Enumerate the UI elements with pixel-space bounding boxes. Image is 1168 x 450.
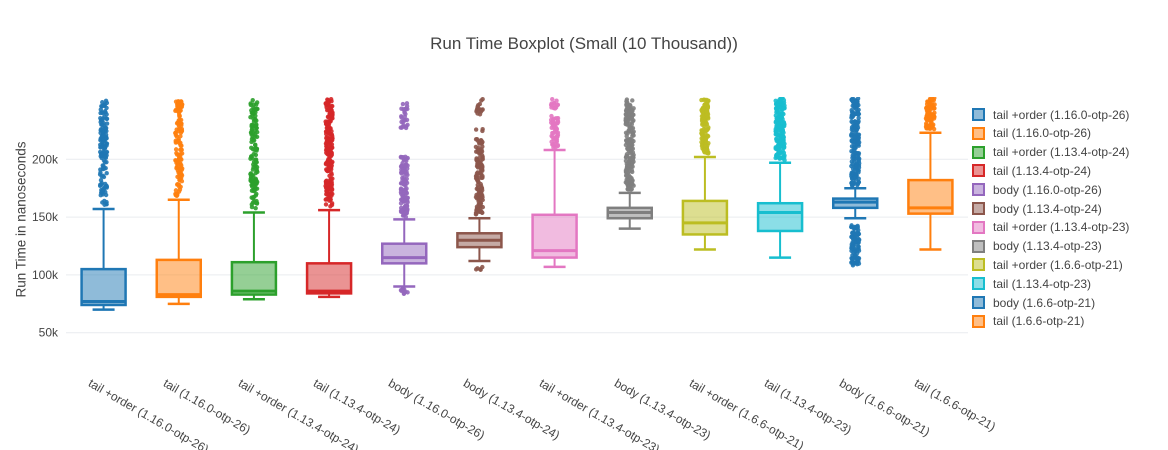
legend-swatch <box>972 296 985 309</box>
legend-swatch <box>972 277 985 291</box>
outlier-dots <box>849 97 862 268</box>
legend-label: tail +order (1.13.4-otp-23) <box>993 220 1130 235</box>
box-trace-tail-1-16-0-otp-26[interactable] <box>155 99 202 306</box>
legend-label: body (1.6.6-otp-21) <box>993 295 1096 310</box>
y-tick-label: 200k <box>32 152 59 166</box>
legend-item-tail-order-1-13-4-otp-24[interactable]: tail +order (1.13.4-otp-24) <box>972 144 1129 161</box>
legend-label: tail +order (1.16.0-otp-26) <box>993 107 1130 122</box>
legend-swatch <box>972 126 985 140</box>
legend-label: tail (1.13.4-otp-24) <box>993 163 1092 178</box>
outlier-dots <box>398 101 410 296</box>
legend-swatch <box>972 239 985 253</box>
box-trace-tail-1-13-4-otp-23[interactable] <box>756 96 804 259</box>
legend-label: body (1.13.4-otp-23) <box>993 239 1102 254</box>
legend-swatch <box>972 202 985 215</box>
outlier-dots <box>548 97 561 150</box>
legend-swatch <box>972 164 985 178</box>
y-tick-label: 50k <box>39 326 59 340</box>
y-tick-label: 100k <box>32 268 59 282</box>
y-tick-label: 150k <box>32 210 59 224</box>
legend-label: tail (1.13.4-otp-23) <box>993 276 1092 291</box>
box-trace-tail-1-6-6-otp-21[interactable] <box>907 96 954 251</box>
chart-title: Run Time Boxplot (Small (10 Thousand)) <box>430 34 738 53</box>
legend-item-tail-order-1-16-0-otp-26[interactable]: tail +order (1.16.0-otp-26) <box>972 106 1129 123</box>
legend-item-body-1-6-6-otp-21[interactable]: body (1.6.6-otp-21) <box>972 294 1095 311</box>
y-axis-title: Run Time in nanoseconds <box>13 141 29 298</box>
outlier-dots <box>248 97 260 211</box>
legend-item-tail-order-1-13-4-otp-23[interactable]: tail +order (1.13.4-otp-23) <box>972 219 1129 236</box>
outlier-dots <box>923 97 937 132</box>
legend-label: tail (1.16.0-otp-26) <box>993 126 1092 141</box>
legend-swatch <box>972 258 985 272</box>
legend-item-body-1-13-4-otp-24[interactable]: body (1.13.4-otp-24) <box>972 200 1102 217</box>
box-trace-tail-order-1-13-4-otp-23[interactable] <box>531 97 578 269</box>
box-trace-body-1-13-4-otp-24[interactable] <box>456 97 503 272</box>
outlier-dots <box>773 97 787 163</box>
legend-item-tail-1-13-4-otp-24[interactable]: tail (1.13.4-otp-24) <box>972 162 1091 179</box>
outlier-dots <box>97 98 110 207</box>
box-trace-body-1-13-4-otp-23[interactable] <box>606 97 653 230</box>
legend-swatch <box>972 108 985 121</box>
legend-label: tail (1.6.6-otp-21) <box>993 314 1085 329</box>
box-trace-tail-order-1-6-6-otp-21[interactable] <box>681 97 729 251</box>
legend-swatch <box>972 314 985 328</box>
legend-item-tail-1-16-0-otp-26[interactable]: tail (1.16.0-otp-26) <box>972 125 1091 142</box>
legend-item-tail-order-1-6-6-otp-21[interactable]: tail +order (1.6.6-otp-21) <box>972 256 1123 273</box>
outlier-dots <box>173 99 185 199</box>
box-trace-body-1-16-0-otp-26[interactable] <box>381 101 428 296</box>
legend-label: body (1.13.4-otp-24) <box>993 201 1102 216</box>
legend-item-body-1-13-4-otp-23[interactable]: body (1.13.4-otp-23) <box>972 238 1102 255</box>
box-trace-body-1-6-6-otp-21[interactable] <box>832 96 879 268</box>
outlier-dots <box>623 97 636 192</box>
box-trace-tail-order-1-13-4-otp-24[interactable] <box>230 97 278 301</box>
legend-item-tail-1-13-4-otp-23[interactable]: tail (1.13.4-otp-23) <box>972 275 1091 292</box>
outlier-dots <box>473 97 486 272</box>
legend-label: body (1.16.0-otp-26) <box>993 182 1102 197</box>
legend-swatch <box>972 220 985 234</box>
outlier-dots <box>323 97 335 209</box>
box-trace-tail-1-13-4-otp-24[interactable] <box>305 97 353 299</box>
legend-swatch <box>972 183 985 197</box>
outlier-dots <box>699 97 711 156</box>
legend-item-body-1-16-0-otp-26[interactable]: body (1.16.0-otp-26) <box>972 181 1102 198</box>
legend-swatch <box>972 145 985 159</box>
legend-label: tail +order (1.13.4-otp-24) <box>993 145 1130 160</box>
box-trace-tail-order-1-16-0-otp-26[interactable] <box>80 98 127 311</box>
legend-item-tail-1-6-6-otp-21[interactable]: tail (1.6.6-otp-21) <box>972 313 1084 330</box>
legend-label: tail +order (1.6.6-otp-21) <box>993 257 1123 272</box>
